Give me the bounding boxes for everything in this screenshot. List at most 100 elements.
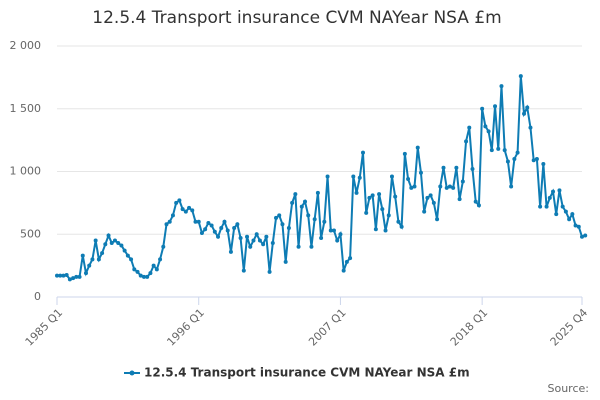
point — [145, 274, 150, 279]
point — [135, 269, 140, 274]
point — [386, 213, 391, 218]
point — [141, 274, 146, 279]
point — [518, 74, 523, 79]
point — [425, 195, 430, 200]
point — [373, 227, 378, 232]
point — [486, 129, 491, 134]
point — [354, 190, 359, 195]
point — [212, 229, 217, 234]
point — [460, 179, 465, 184]
y-tick-label: 1 500 — [10, 102, 42, 115]
point — [499, 84, 504, 89]
point — [238, 236, 243, 241]
point — [383, 228, 388, 233]
point — [522, 111, 527, 116]
point — [103, 242, 108, 247]
point — [299, 204, 304, 209]
point — [254, 232, 259, 237]
point — [67, 277, 72, 282]
point — [515, 150, 520, 155]
point — [167, 219, 172, 224]
point — [206, 220, 211, 225]
point — [473, 199, 478, 204]
point — [357, 175, 362, 180]
point — [64, 273, 69, 278]
point — [483, 124, 488, 129]
point — [396, 219, 401, 224]
point — [264, 234, 269, 239]
point — [132, 267, 137, 272]
point — [364, 210, 369, 215]
point — [267, 269, 272, 274]
point — [447, 184, 452, 189]
point — [512, 156, 517, 161]
point — [125, 253, 130, 258]
point — [251, 238, 256, 243]
point — [151, 263, 156, 268]
point — [309, 244, 314, 249]
point — [322, 219, 327, 224]
point — [502, 148, 507, 153]
point — [245, 234, 250, 239]
point — [257, 238, 262, 243]
point — [187, 205, 192, 210]
legend-marker — [129, 370, 135, 376]
point — [203, 227, 208, 232]
point — [190, 208, 195, 213]
x-tick-label: 2007 Q1 — [306, 306, 349, 349]
point — [112, 238, 117, 243]
point — [415, 145, 420, 150]
point — [325, 174, 330, 179]
line — [57, 76, 586, 281]
point — [119, 243, 124, 248]
point — [270, 241, 275, 246]
point — [164, 222, 169, 227]
point — [422, 209, 427, 214]
point — [583, 233, 588, 238]
point — [344, 259, 349, 264]
point — [554, 212, 559, 217]
point — [80, 253, 85, 258]
point — [286, 225, 291, 230]
point — [557, 188, 562, 193]
point — [541, 161, 546, 166]
point — [129, 257, 134, 262]
point — [335, 238, 340, 243]
point — [547, 195, 552, 200]
point — [296, 244, 301, 249]
point — [209, 223, 214, 228]
point — [228, 249, 233, 254]
point — [219, 225, 224, 230]
point — [315, 190, 320, 195]
point — [538, 204, 543, 209]
point — [261, 242, 266, 247]
point — [573, 223, 578, 228]
point — [199, 230, 204, 235]
point — [55, 273, 59, 278]
y-tick-label: 1 000 — [10, 165, 42, 178]
point — [496, 146, 501, 151]
x-tick-label: 2025 Q4 — [548, 306, 591, 349]
point — [241, 268, 246, 273]
point — [531, 158, 536, 163]
point — [431, 200, 436, 205]
point — [158, 257, 163, 262]
point — [174, 200, 179, 205]
point — [409, 185, 414, 190]
point — [87, 263, 92, 268]
point — [61, 273, 66, 278]
point — [312, 217, 317, 222]
point — [367, 195, 372, 200]
point — [560, 204, 565, 209]
point — [412, 184, 417, 189]
point — [306, 213, 311, 218]
point — [428, 193, 433, 198]
point — [399, 224, 404, 229]
point — [551, 189, 556, 194]
point — [418, 170, 423, 175]
point — [464, 139, 469, 144]
point — [319, 236, 324, 241]
y-tick-label: 2 000 — [10, 39, 42, 52]
point — [293, 192, 298, 197]
y-tick-label: 0 — [34, 290, 41, 303]
